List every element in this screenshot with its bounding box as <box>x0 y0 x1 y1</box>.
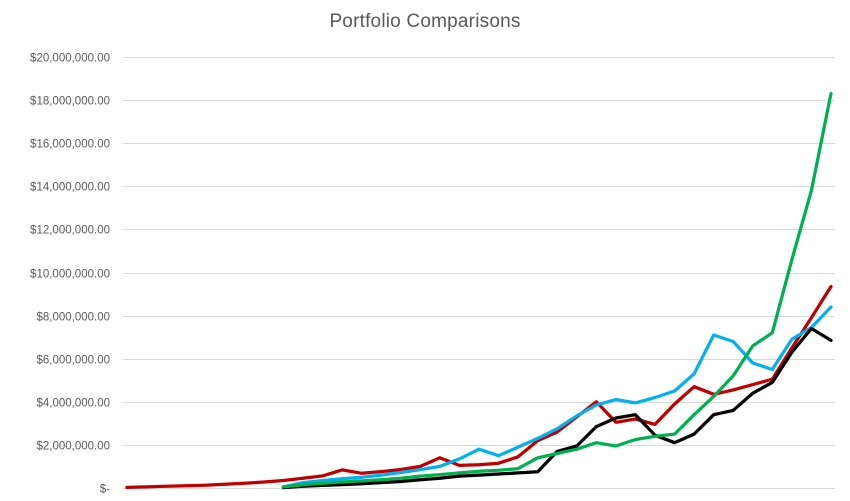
y-axis-label: $18,000,000.00 <box>30 96 110 108</box>
y-axis-label: $2,000,000.00 <box>36 441 110 453</box>
y-axis-label: $16,000,000.00 <box>30 139 110 151</box>
y-axis-label: $10,000,000.00 <box>30 269 110 281</box>
y-axis-label: $12,000,000.00 <box>30 225 110 237</box>
y-axis-label: $8,000,000.00 <box>36 312 110 324</box>
y-axis-label: $4,000,000.00 <box>36 398 110 410</box>
y-axis-label: $14,000,000.00 <box>30 182 110 194</box>
y-axis-label: $6,000,000.00 <box>36 355 110 367</box>
series-line-portfolio-green <box>281 91 833 489</box>
series-line-portfolio-light-blue <box>281 305 833 489</box>
series-line-portfolio-black <box>281 326 833 490</box>
y-axis-label: $- <box>100 484 110 496</box>
y-axis-label: $20,000,000.00 <box>30 53 110 65</box>
chart-title: Portfolio Comparisons <box>329 11 521 32</box>
